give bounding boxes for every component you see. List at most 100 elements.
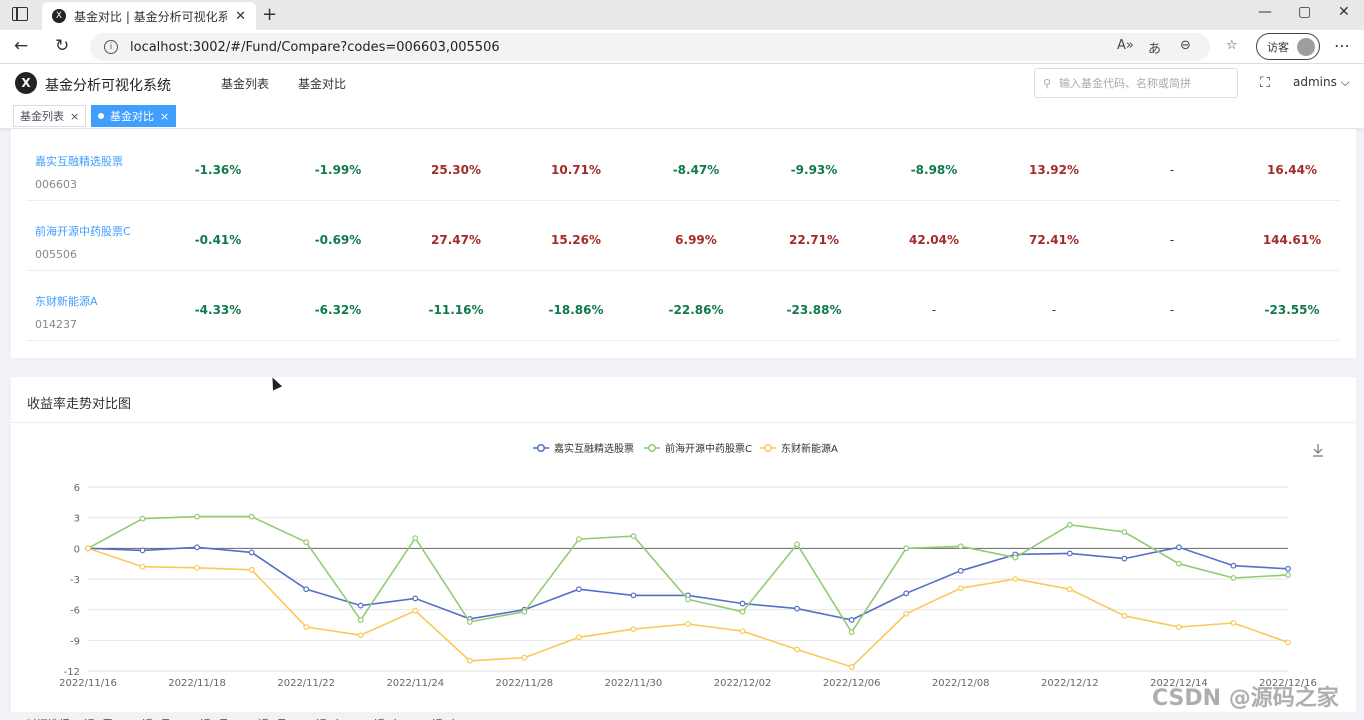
data-point bbox=[1066, 521, 1073, 528]
app-header: X 基金分析可视化系统 基金列表 基金对比 ⚲ 输入基金代码、名称或简拼 ⛶ a… bbox=[0, 64, 1364, 103]
data-point bbox=[466, 657, 473, 664]
data-point bbox=[630, 533, 637, 539]
series-line bbox=[87, 515, 1289, 634]
y-tick-label: -6 bbox=[70, 606, 80, 617]
chart-card: 收益率走势对比图 bbox=[11, 377, 1356, 712]
data-point bbox=[303, 586, 310, 593]
user-menu[interactable]: admins ⌵ bbox=[1293, 75, 1350, 89]
return-cell: 10.71% bbox=[551, 163, 601, 177]
return-cell: -1.99% bbox=[314, 163, 362, 177]
data-point bbox=[576, 634, 582, 641]
zoom-icon[interactable]: ⊖ bbox=[1180, 38, 1191, 53]
data-point bbox=[1121, 555, 1128, 562]
data-point bbox=[194, 544, 200, 551]
tag-fund-list[interactable]: 基金列表 × bbox=[13, 105, 87, 127]
x-tick-label: 2022/11/30 bbox=[605, 678, 663, 689]
fullscreen-icon[interactable]: ⛶ bbox=[1260, 75, 1270, 91]
data-point bbox=[1012, 554, 1019, 561]
x-tick-label: 2022/12/14 bbox=[1150, 678, 1208, 689]
period-tab[interactable]: 近2年 bbox=[374, 716, 403, 720]
period-tab[interactable]: 近6月 bbox=[258, 716, 287, 720]
return-cell: - bbox=[1051, 303, 1057, 317]
more-icon[interactable]: ⋯ bbox=[1334, 36, 1350, 55]
return-cell: - bbox=[1169, 163, 1175, 177]
url-field[interactable]: i localhost:3002/#/Fund/Compare?codes=00… bbox=[90, 33, 1210, 61]
username: admins bbox=[1293, 75, 1337, 89]
data-point bbox=[576, 536, 582, 543]
data-point bbox=[903, 610, 910, 617]
maximize-icon[interactable]: ▢ bbox=[1298, 4, 1312, 20]
data-point bbox=[739, 600, 746, 607]
fund-code: 005506 bbox=[35, 248, 77, 261]
period-tab[interactable]: 时间选择 bbox=[26, 716, 70, 720]
app-title: 基金分析可视化系统 bbox=[45, 78, 171, 94]
profile-button[interactable]: 访客 bbox=[1256, 33, 1320, 60]
fund-name-link[interactable]: 东财新能源A bbox=[35, 295, 98, 308]
fund-name-link[interactable]: 嘉实互融精选股票 bbox=[35, 155, 123, 168]
tag-close-icon[interactable]: × bbox=[70, 109, 80, 123]
data-point bbox=[139, 515, 146, 522]
series-line bbox=[87, 547, 1289, 668]
table-row: 嘉实互融精选股票 006603 -1.36% -1.99% 25.30% 10.71%… bbox=[27, 131, 1340, 201]
fund-code: 006603 bbox=[35, 178, 77, 191]
chart-title: 收益率走势对比图 bbox=[27, 397, 132, 412]
return-cell: -23.55% bbox=[1264, 303, 1320, 317]
period-tab[interactable]: 近1月 bbox=[142, 716, 171, 720]
tag-fund-compare[interactable]: 基金对比 × bbox=[91, 105, 177, 127]
sidebar-icon[interactable] bbox=[12, 7, 28, 21]
logo-icon: X bbox=[15, 72, 37, 94]
y-tick-label: -9 bbox=[70, 636, 80, 647]
return-cell: 6.99% bbox=[675, 233, 717, 247]
return-cell: 27.47% bbox=[431, 233, 481, 247]
tag-close-icon[interactable]: × bbox=[160, 109, 170, 123]
x-tick-label: 2022/12/02 bbox=[714, 678, 772, 689]
translate-icon[interactable]: あ bbox=[1148, 42, 1162, 57]
data-point bbox=[957, 543, 964, 550]
favicon-icon: X bbox=[52, 9, 66, 23]
return-cell: -8.47% bbox=[672, 163, 720, 177]
legend-entry: 嘉实互融精选股票 bbox=[554, 442, 634, 455]
browser-tab[interactable]: X 基金对比 | 基金分析可视化系统 ✕ bbox=[42, 2, 256, 30]
menu-fund-list[interactable]: 基金列表 bbox=[221, 77, 270, 91]
data-point bbox=[957, 567, 964, 574]
close-icon[interactable]: ✕ bbox=[1338, 4, 1350, 20]
period-tab[interactable]: 近1年 bbox=[316, 716, 345, 720]
search-input[interactable]: ⚲ 输入基金代码、名称或简拼 bbox=[1034, 68, 1238, 98]
data-point bbox=[1066, 550, 1073, 557]
search-icon: ⚲ bbox=[1043, 76, 1052, 90]
data-point bbox=[521, 654, 528, 661]
data-point bbox=[357, 616, 364, 623]
profile-label: 访客 bbox=[1267, 40, 1289, 54]
download-icon[interactable] bbox=[1312, 443, 1324, 457]
period-tab[interactable]: 近3年 bbox=[432, 716, 461, 720]
info-icon[interactable]: i bbox=[104, 40, 118, 54]
y-tick-label: -3 bbox=[70, 575, 80, 586]
x-tick-label: 2022/11/22 bbox=[277, 678, 335, 689]
reload-icon[interactable]: ↻ bbox=[55, 36, 70, 56]
favorites-icon[interactable]: ☆ bbox=[1226, 38, 1238, 53]
new-tab-button[interactable]: + bbox=[262, 4, 278, 25]
minimize-icon[interactable]: — bbox=[1258, 4, 1272, 20]
data-point bbox=[1285, 572, 1291, 578]
data-point bbox=[412, 607, 419, 614]
data-point bbox=[1176, 624, 1182, 630]
menu-fund-compare[interactable]: 基金对比 bbox=[298, 77, 347, 91]
data-point bbox=[739, 628, 746, 635]
tags-view: 基金列表 × 基金对比 × bbox=[0, 103, 1364, 129]
return-cell: -1.36% bbox=[194, 163, 242, 177]
x-tick-label: 2022/12/08 bbox=[932, 678, 990, 689]
tab-close-icon[interactable]: ✕ bbox=[235, 8, 246, 24]
read-aloud-icon[interactable]: A» bbox=[1117, 38, 1134, 53]
data-point bbox=[1176, 560, 1182, 567]
period-tab[interactable]: 近3月 bbox=[200, 716, 229, 720]
data-point bbox=[1285, 639, 1291, 646]
data-point bbox=[794, 541, 800, 548]
return-cell: - bbox=[931, 303, 937, 317]
back-icon[interactable]: ← bbox=[14, 36, 29, 56]
legend-marker bbox=[536, 443, 546, 453]
period-tab[interactable]: 近1周 bbox=[84, 716, 113, 720]
data-point bbox=[848, 664, 855, 670]
data-point bbox=[630, 626, 637, 632]
data-point bbox=[412, 595, 419, 602]
fund-name-link[interactable]: 前海开源中药股票C bbox=[35, 225, 131, 238]
